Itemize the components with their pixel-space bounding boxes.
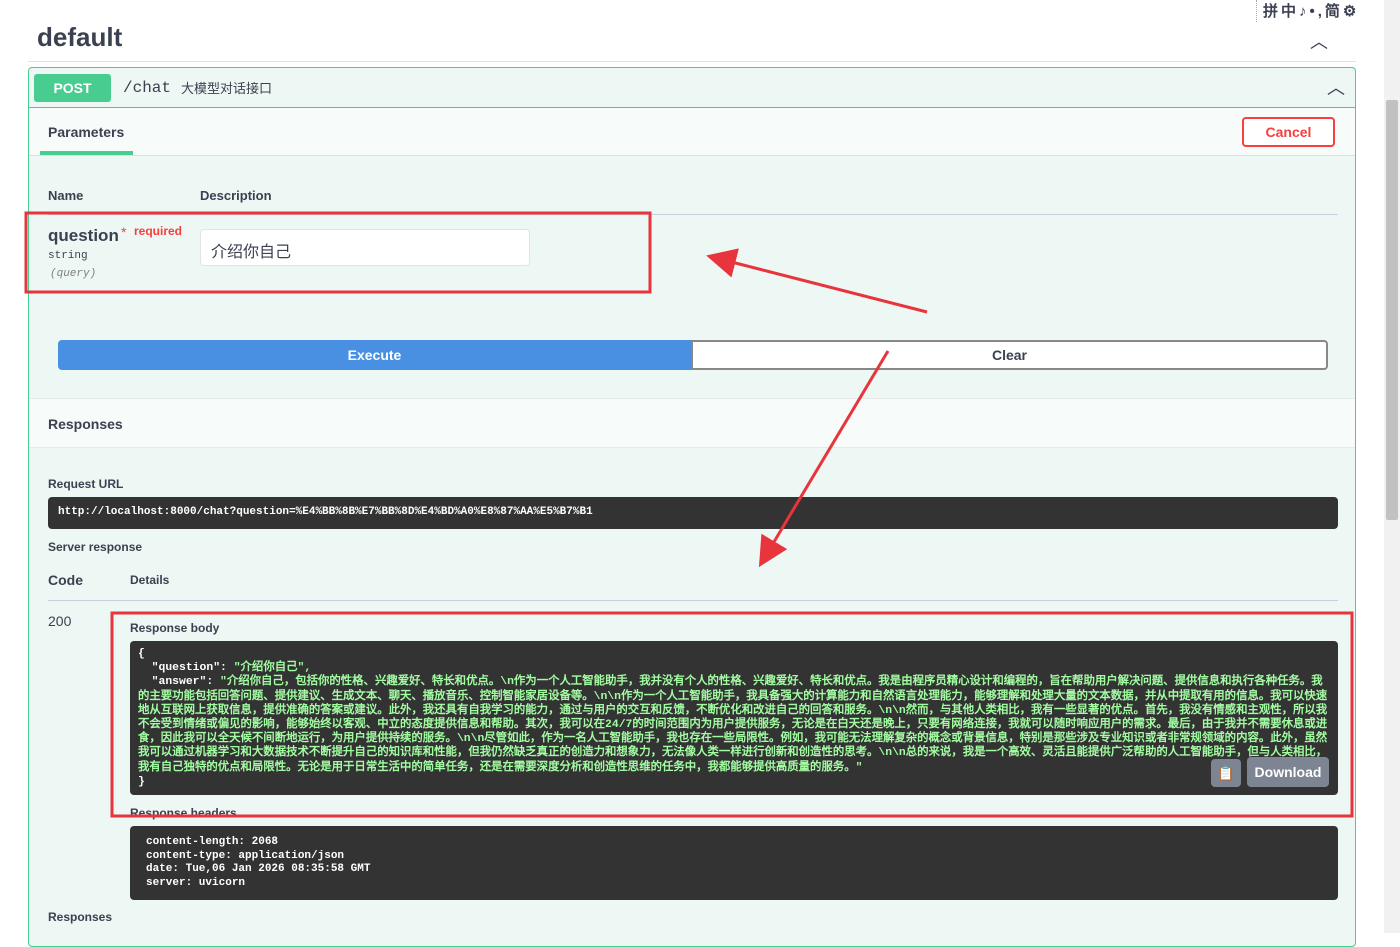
response-headers: content-length: 2068 content-type: appli… xyxy=(130,826,1338,900)
required-label: required xyxy=(134,224,183,238)
tab-parameters[interactable]: Parameters xyxy=(48,124,125,140)
param-type: string xyxy=(48,250,88,262)
param-location: (query) xyxy=(50,268,97,280)
column-name: Name xyxy=(48,188,84,203)
divider xyxy=(48,214,1338,215)
chevron-up-icon[interactable]: ︿ xyxy=(1310,32,1328,52)
json-key: "answer" xyxy=(151,676,207,689)
cancel-button[interactable]: Cancel xyxy=(1242,117,1335,147)
responses-title: Responses xyxy=(48,416,123,432)
download-button[interactable]: Download xyxy=(1247,757,1329,787)
responses-header: Responses xyxy=(29,398,1355,448)
json-key: "question" xyxy=(151,662,221,675)
operation-path: /chat xyxy=(123,78,172,97)
required-star: * xyxy=(121,224,127,240)
response-body: { "question": "介绍你自己", "answer": "介绍你自己，… xyxy=(130,641,1338,795)
clear-button[interactable]: Clear xyxy=(691,340,1328,370)
chevron-up-icon[interactable]: ︿ xyxy=(1327,78,1345,98)
column-code: Code xyxy=(48,572,83,588)
column-description: Description xyxy=(200,188,272,203)
operation-header[interactable]: POST /chat 大模型对话接口 ︿ xyxy=(29,68,1355,108)
divider xyxy=(48,600,1338,601)
scrollbar-thumb[interactable] xyxy=(1386,100,1398,520)
param-name: question xyxy=(48,226,119,245)
server-response-label: Server response xyxy=(48,540,143,554)
brace: } xyxy=(138,775,145,788)
operation-summary: 大模型对话接口 xyxy=(181,81,273,96)
parameters-header: Parameters Cancel xyxy=(29,108,1355,156)
operation-block: POST /chat 大模型对话接口 ︿ Parameters Cancel N… xyxy=(28,67,1356,947)
brace: { xyxy=(138,648,145,660)
copy-to-clipboard-icon[interactable]: 📋 xyxy=(1211,759,1241,787)
response-headers-label: Response headers xyxy=(130,806,237,820)
question-input[interactable]: 介绍你自己 xyxy=(200,229,530,266)
response-body-label: Response body xyxy=(130,621,220,635)
json-value: "介绍你自己", xyxy=(233,662,312,675)
execute-button[interactable]: Execute xyxy=(58,340,691,370)
responses-footer-label: Responses xyxy=(48,910,113,924)
tag-title[interactable]: default xyxy=(37,22,123,52)
column-details: Details xyxy=(130,573,170,587)
method-badge: POST xyxy=(34,73,111,102)
divider xyxy=(28,61,1356,62)
json-value: "介绍你自己，包括你的性格、兴趣爱好、特长和优点。\n作为一个人工智能助手，我并… xyxy=(138,676,1328,774)
request-url-label: Request URL xyxy=(48,477,124,491)
ime-toolbar[interactable]: 拼中♪•,简⚙ xyxy=(1256,0,1386,22)
response-code: 200 xyxy=(48,613,72,629)
tab-indicator xyxy=(40,151,133,155)
action-buttons: Execute Clear xyxy=(58,340,1328,370)
request-url: http://localhost:8000/chat?question=%E4%… xyxy=(48,497,1338,529)
